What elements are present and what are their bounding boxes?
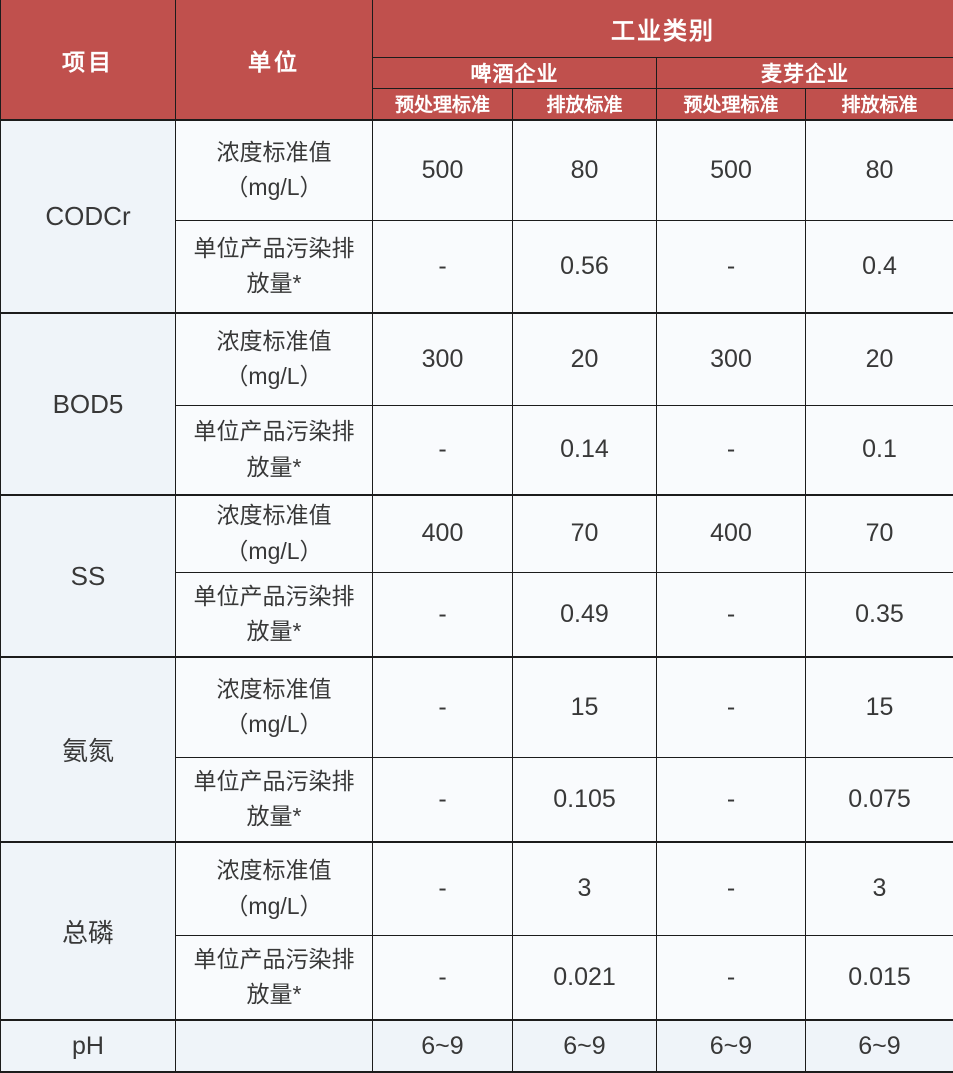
value-cell: -: [373, 757, 513, 842]
row-label-line: 单位产品污染排: [176, 231, 372, 267]
row-label-unit-load: 单位产品污染排 放量*: [176, 220, 373, 313]
header-cell-unit: 单位: [176, 0, 373, 120]
row-label-line: （mg/L）: [176, 170, 372, 206]
row-label-line: 放量*: [176, 977, 372, 1013]
value-cell: 20: [806, 313, 953, 405]
row-label-concentration: 浓度标准值 （mg/L）: [176, 313, 373, 405]
header-cell-industry-category: 工业类别: [373, 0, 953, 57]
row-label-line: 放量*: [176, 266, 372, 302]
item-cell-ammonia-nitrogen: 氨氮: [1, 657, 176, 842]
value-cell: -: [657, 935, 806, 1020]
value-cell: 0.4: [806, 220, 953, 313]
value-cell: 20: [513, 313, 657, 405]
item-cell-ss: SS: [1, 495, 176, 657]
row-label-concentration: 浓度标准值 （mg/L）: [176, 120, 373, 220]
value-cell: -: [373, 842, 513, 935]
value-cell: 15: [513, 657, 657, 757]
row-label-line: 单位产品污染排: [176, 579, 372, 615]
value-cell: -: [657, 572, 806, 657]
value-cell: 70: [806, 495, 953, 572]
value-cell: 500: [373, 120, 513, 220]
header-cell-malt-pretreatment-standard: 预处理标准: [657, 88, 806, 120]
row-label-concentration: 浓度标准值 （mg/L）: [176, 657, 373, 757]
value-cell: 6~9: [513, 1020, 657, 1072]
row-label-concentration: 浓度标准值 （mg/L）: [176, 842, 373, 935]
row-label-line: 单位产品污染排: [176, 764, 372, 800]
value-cell: -: [657, 657, 806, 757]
value-cell: 0.49: [513, 572, 657, 657]
row-label-line: 放量*: [176, 799, 372, 835]
value-cell: -: [657, 842, 806, 935]
table-body: CODCr 浓度标准值 （mg/L） 500 80 500 80 单位产品污染排…: [1, 120, 953, 1072]
value-cell: 80: [806, 120, 953, 220]
value-cell: 400: [657, 495, 806, 572]
value-cell: -: [373, 657, 513, 757]
value-cell: 0.35: [806, 572, 953, 657]
value-cell: 0.1: [806, 405, 953, 495]
row-label-unit-load: 单位产品污染排 放量*: [176, 757, 373, 842]
value-cell: 0.14: [513, 405, 657, 495]
value-cell: -: [657, 757, 806, 842]
value-cell: 300: [657, 313, 806, 405]
header-cell-item: 项目: [1, 0, 176, 120]
row-label-line: 浓度标准值: [176, 672, 372, 708]
value-cell: 0.075: [806, 757, 953, 842]
row-label-line: 放量*: [176, 614, 372, 650]
row-label-concentration: 浓度标准值 （mg/L）: [176, 495, 373, 572]
row-label-line: （mg/L）: [176, 359, 372, 395]
row-label-line: （mg/L）: [176, 707, 372, 743]
row-label-line: 浓度标准值: [176, 135, 372, 171]
row-label-line: 放量*: [176, 450, 372, 486]
value-cell: -: [657, 220, 806, 313]
header-cell-beer-enterprise: 啤酒企业: [373, 57, 657, 88]
value-cell: 6~9: [657, 1020, 806, 1072]
header-cell-beer-discharge-standard: 排放标准: [513, 88, 657, 120]
row-label-unit-load: 单位产品污染排 放量*: [176, 572, 373, 657]
item-cell-bod5: BOD5: [1, 313, 176, 495]
row-label-line: （mg/L）: [176, 534, 372, 570]
value-cell: 70: [513, 495, 657, 572]
value-cell: 3: [806, 842, 953, 935]
value-cell: -: [373, 572, 513, 657]
value-cell: 0.021: [513, 935, 657, 1020]
value-cell: -: [373, 220, 513, 313]
ph-unit-cell: [176, 1020, 373, 1072]
value-cell: 6~9: [806, 1020, 953, 1072]
value-cell: 0.015: [806, 935, 953, 1020]
row-label-line: 单位产品污染排: [176, 942, 372, 978]
value-cell: 300: [373, 313, 513, 405]
value-cell: -: [373, 935, 513, 1020]
value-cell: 6~9: [373, 1020, 513, 1072]
table-header: 项目 单位 工业类别 啤酒企业 麦芽企业 预处理标准 排放标准 预处理标准 排放…: [1, 0, 953, 120]
value-cell: 15: [806, 657, 953, 757]
row-label-line: 浓度标准值: [176, 853, 372, 889]
row-label-line: 单位产品污染排: [176, 414, 372, 450]
header-cell-malt-enterprise: 麦芽企业: [657, 57, 953, 88]
row-label-line: 浓度标准值: [176, 498, 372, 534]
value-cell: 500: [657, 120, 806, 220]
row-label-unit-load: 单位产品污染排 放量*: [176, 935, 373, 1020]
header-cell-beer-pretreatment-standard: 预处理标准: [373, 88, 513, 120]
value-cell: 3: [513, 842, 657, 935]
value-cell: 400: [373, 495, 513, 572]
item-cell-codcr: CODCr: [1, 120, 176, 313]
row-label-unit-load: 单位产品污染排 放量*: [176, 405, 373, 495]
value-cell: 0.105: [513, 757, 657, 842]
value-cell: -: [373, 405, 513, 495]
row-label-line: 浓度标准值: [176, 324, 372, 360]
value-cell: -: [657, 405, 806, 495]
value-cell: 0.56: [513, 220, 657, 313]
value-cell: 80: [513, 120, 657, 220]
item-cell-total-phosphorus: 总磷: [1, 842, 176, 1020]
row-label-line: （mg/L）: [176, 889, 372, 925]
item-cell-ph: pH: [1, 1020, 176, 1072]
header-cell-malt-discharge-standard: 排放标准: [806, 88, 953, 120]
